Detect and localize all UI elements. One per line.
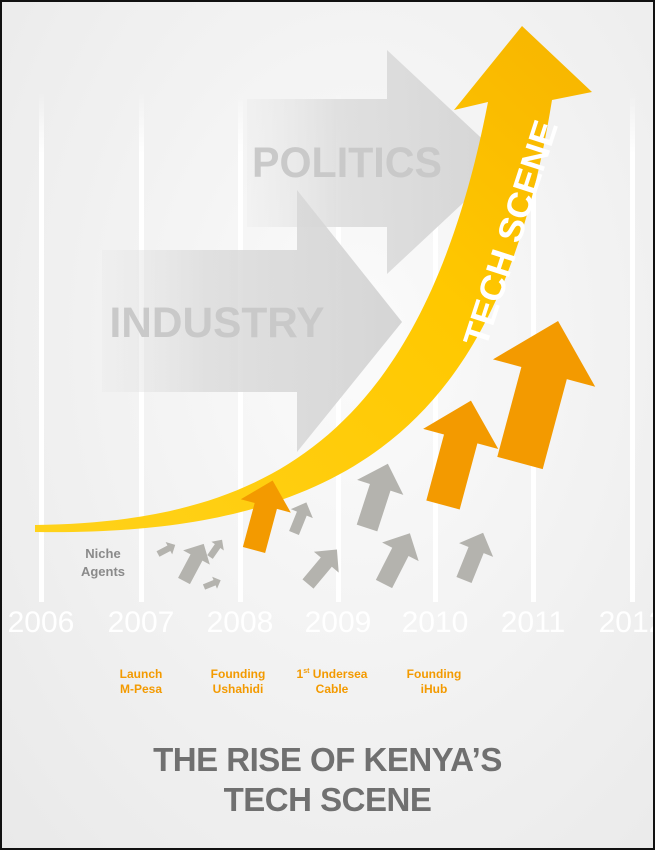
milestone-arrow xyxy=(240,480,291,553)
milestone-line2: Ushahidi xyxy=(212,682,264,696)
politics-label: POLITICS xyxy=(252,139,442,187)
milestone-ordinal-number: 1 xyxy=(296,667,304,681)
year-column-2006 xyxy=(39,92,44,602)
milestone-line2: iHub xyxy=(420,682,448,696)
milestone-line1-rest: Undersea xyxy=(309,667,368,681)
agent-arrow xyxy=(375,533,419,589)
milestone-arrows xyxy=(240,321,596,553)
agent-arrow xyxy=(356,463,404,532)
year-label-2007: 2007 xyxy=(108,606,175,639)
agent-arrow xyxy=(302,549,339,589)
milestone-line1: Founding xyxy=(210,667,266,681)
milestone-line2: M-Pesa xyxy=(119,682,163,696)
niche-agents-label-line1: Niche xyxy=(85,546,120,561)
milestone-arrow xyxy=(492,321,596,470)
year-column-2012 xyxy=(630,92,635,602)
year-label-2006: 2006 xyxy=(8,606,75,639)
milestone-founding-ihub: Founding iHub xyxy=(386,667,482,697)
year-label-2010: 2010 xyxy=(402,606,469,639)
industry-label: INDUSTRY xyxy=(110,299,325,347)
year-label-2012: 2012 xyxy=(599,606,653,639)
agent-arrow xyxy=(156,542,176,557)
agent-arrows xyxy=(156,463,494,590)
milestone-captions: Launch M-Pesa Founding Ushahidi 1st Unde… xyxy=(2,662,653,712)
milestone-undersea-cable: 1st Undersea Cable xyxy=(284,667,380,697)
milestone-launch-mpesa: Launch M-Pesa xyxy=(93,667,189,697)
tech-scene-arrow xyxy=(35,26,592,533)
milestone-line2: Cable xyxy=(315,682,349,696)
agent-arrow xyxy=(178,543,210,585)
agent-arrow xyxy=(202,576,221,590)
milestone-line1: Founding xyxy=(406,667,462,681)
infographic-title: THE RISE OF KENYA’S TECH SCENE xyxy=(2,740,653,820)
agent-arrow xyxy=(456,532,494,584)
year-label-2008: 2008 xyxy=(207,606,274,639)
milestone-ordinal-suffix: st xyxy=(303,668,310,675)
title-line1: THE RISE OF KENYA’S xyxy=(153,741,502,778)
milestone-founding-ushahidi: Founding Ushahidi xyxy=(190,667,286,697)
niche-agents-label-line2: Agents xyxy=(81,564,125,579)
year-label-2009: 2009 xyxy=(305,606,372,639)
milestone-arrow xyxy=(423,400,499,510)
year-labels: 2006 2007 2008 2009 2010 2011 2012 xyxy=(8,606,653,639)
year-label-2011: 2011 xyxy=(501,606,566,639)
agent-arrow xyxy=(207,539,224,559)
agent-arrow xyxy=(289,502,313,535)
industry-arrow xyxy=(102,190,402,452)
title-line2: TECH SCENE xyxy=(223,781,432,818)
milestone-line1: Launch xyxy=(119,667,163,681)
milestone-line1: 1st Undersea xyxy=(284,667,380,682)
